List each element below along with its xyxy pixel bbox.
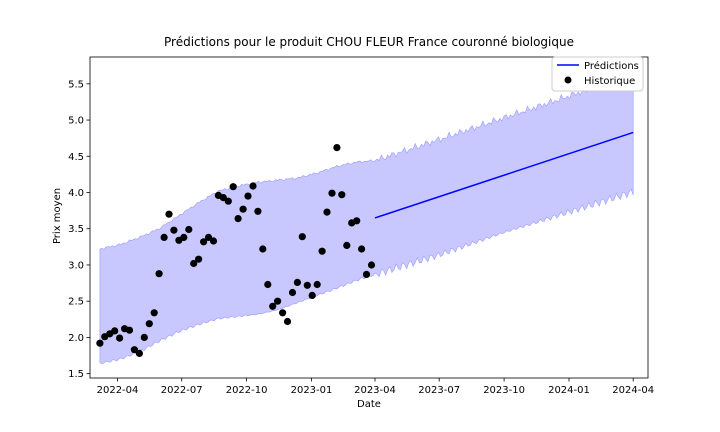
historical-point (343, 241, 351, 249)
prediction-line-layer (374, 131, 634, 219)
legend: Prédictions Historique (551, 56, 644, 92)
historical-point (269, 302, 277, 310)
historical-point (254, 207, 262, 215)
historical-point (145, 320, 153, 328)
historical-point (150, 309, 158, 317)
legend-label-predictions: Prédictions (584, 60, 639, 72)
y-tick-label: 5.5 (68, 79, 84, 90)
historical-point (249, 182, 257, 190)
historical-point (96, 339, 104, 347)
historical-point (279, 309, 287, 317)
historical-point (234, 215, 242, 223)
historical-points-layer (96, 144, 376, 357)
historical-point (338, 191, 346, 199)
historical-point (170, 226, 178, 234)
y-tick-label: 2.0 (68, 333, 84, 344)
y-tick-label: 2.5 (68, 297, 84, 308)
historical-point (323, 208, 331, 216)
y-tick-label: 5.0 (68, 116, 84, 127)
y-tick-label: 4.0 (68, 188, 84, 199)
x-tick-label: 2024-01 (548, 385, 590, 396)
historical-point (140, 333, 148, 341)
y-tick-label: 1.5 (68, 369, 84, 380)
historical-point (264, 280, 272, 289)
historical-point (204, 233, 213, 241)
historical-point (288, 288, 297, 297)
historical-point (185, 225, 193, 234)
historical-point (313, 280, 321, 289)
historical-point (229, 183, 237, 191)
historical-point (219, 194, 227, 202)
legend-label-historique: Historique (584, 76, 635, 87)
plot-frame (89, 56, 649, 379)
legend-point-swatch (564, 76, 572, 84)
historical-point (353, 217, 361, 225)
historical-point (318, 247, 326, 255)
confidence-band-layer (99, 70, 634, 365)
historical-point (155, 270, 163, 278)
historical-point (328, 189, 336, 197)
prediction-line (374, 131, 634, 219)
historical-point (298, 233, 306, 241)
x-tick-label: 2022-10 (226, 385, 268, 396)
historical-point (333, 144, 341, 152)
historical-point (195, 255, 203, 263)
historical-point (190, 259, 198, 268)
y-tick-label: 3.5 (68, 224, 84, 235)
x-tick-label: 2023-07 (418, 385, 460, 396)
y-tick-label: 3.0 (68, 260, 84, 271)
historical-point (200, 238, 208, 246)
historical-point (130, 346, 138, 354)
historical-point (303, 281, 311, 289)
historical-point (180, 233, 188, 241)
x-tick-label: 2022-07 (161, 385, 203, 396)
historical-point (293, 278, 301, 286)
historical-point (259, 245, 267, 253)
x-tick-label: 2023-04 (354, 385, 396, 396)
historical-point (125, 326, 134, 334)
historical-point (283, 317, 292, 326)
historical-point (224, 197, 232, 205)
historical-point (209, 237, 218, 245)
x-tick-label: 2023-10 (483, 385, 525, 396)
chart-title: Prédictions pour le produit CHOU FLEUR F… (164, 35, 574, 49)
historical-point (362, 270, 371, 278)
historical-point (239, 205, 247, 213)
historical-point (358, 245, 366, 253)
x-tick-label: 2024-04 (612, 385, 654, 396)
historical-point (244, 192, 252, 200)
axes-layer: 2022-04 2022-07 2022-10 2023-01 2023-04 2023-… (68, 56, 654, 396)
historical-point (160, 233, 168, 241)
x-tick-label: 2023-01 (291, 385, 333, 396)
historical-point (367, 261, 376, 269)
historical-point (111, 327, 119, 335)
historical-point (135, 349, 143, 357)
historical-point (274, 297, 282, 305)
x-tick-label: 2022-04 (97, 385, 139, 396)
historical-point (165, 210, 173, 218)
x-axis-label: Date (357, 399, 381, 410)
y-axis-label: Prix moyen (52, 188, 63, 244)
historical-point (116, 334, 124, 342)
confidence-band (99, 70, 634, 365)
historical-point (308, 291, 316, 299)
y-tick-label: 4.5 (68, 152, 84, 163)
